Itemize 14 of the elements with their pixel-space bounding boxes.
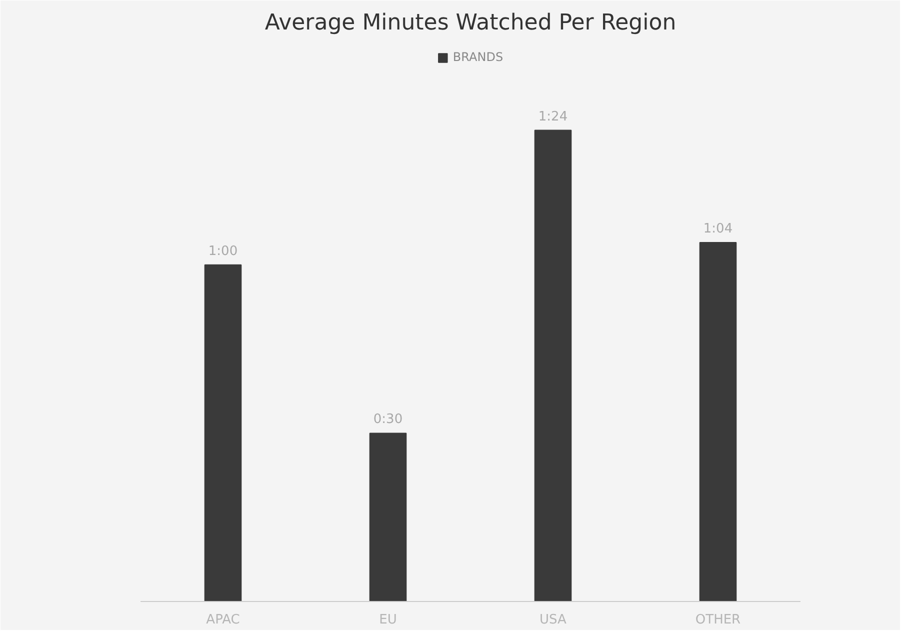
data-label: 1:04	[703, 221, 733, 236]
legend-label: BRANDS	[452, 50, 504, 64]
x-tick-label: EU	[379, 612, 397, 628]
bar	[534, 130, 572, 602]
data-label: 1:00	[208, 244, 238, 259]
x-tick-label: USA	[540, 612, 567, 628]
bar	[204, 264, 242, 602]
data-label: 1:24	[538, 109, 568, 124]
chart-title: Average Minutes Watched Per Region	[264, 10, 676, 36]
x-tick-label: APAC	[206, 612, 240, 628]
data-label: 0:30	[373, 412, 403, 428]
bar	[699, 242, 737, 602]
bar	[369, 432, 407, 602]
x-tick-label: OTHER	[695, 612, 741, 628]
